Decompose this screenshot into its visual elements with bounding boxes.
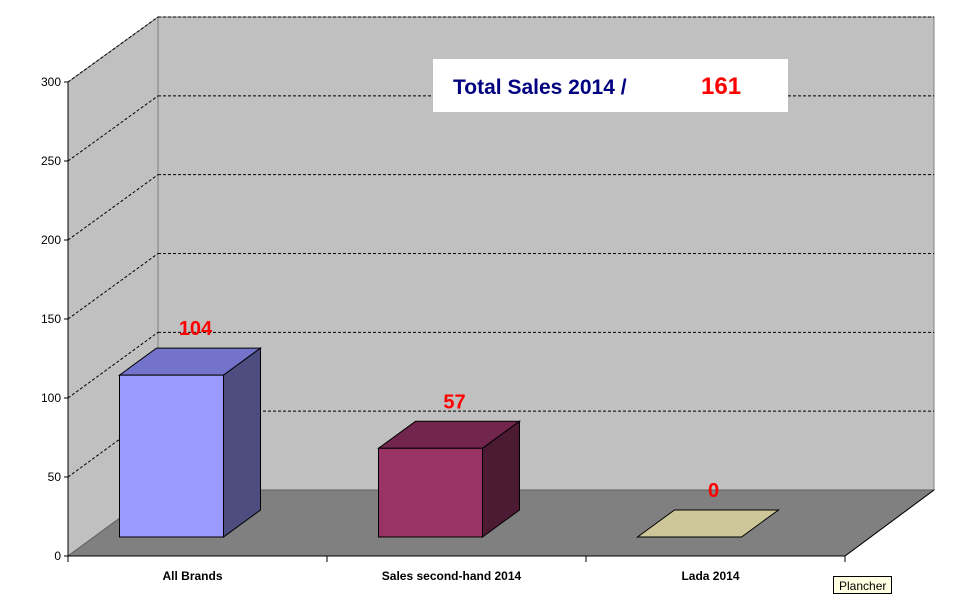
tooltip: Plancher bbox=[833, 576, 893, 594]
gridline-side bbox=[67, 174, 159, 241]
y-tick-label: 200 bbox=[41, 233, 61, 247]
chart-title-value: 161 bbox=[701, 73, 741, 100]
y-tick-label: 50 bbox=[48, 470, 62, 484]
y-tick-label: 150 bbox=[41, 312, 61, 326]
bar-side bbox=[223, 347, 261, 538]
x-category-label: All Brands bbox=[162, 569, 222, 583]
y-tick-label: 0 bbox=[54, 549, 61, 563]
floor-edge bbox=[844, 489, 935, 557]
gridline-side bbox=[67, 331, 159, 399]
bar bbox=[117, 347, 263, 538]
gridline-side bbox=[67, 16, 159, 83]
x-category-label: Lada 2014 bbox=[681, 569, 739, 583]
gridline-side bbox=[67, 95, 159, 162]
x-ticks: All Brands Sales second-hand 2014 Lada 201… bbox=[67, 556, 846, 583]
chart-title-box: Total Sales 2014 / 161 bbox=[433, 59, 788, 112]
chart-title: Total Sales 2014 / bbox=[453, 76, 627, 99]
bar bbox=[376, 420, 522, 538]
y-tick-label: 300 bbox=[41, 75, 61, 89]
y-ticks: 0 50 100 150 200 250 300 bbox=[41, 75, 68, 563]
bar bbox=[635, 509, 781, 538]
y-tick-label: 250 bbox=[41, 154, 61, 168]
bar-value-label: 104 bbox=[179, 318, 213, 340]
y-tick-label: 100 bbox=[41, 391, 61, 405]
bar-flat bbox=[635, 509, 781, 538]
x-category-label: Sales second-hand 2014 bbox=[382, 569, 522, 583]
bar-value-label: 0 bbox=[708, 480, 719, 502]
chart-title-background bbox=[433, 59, 788, 112]
bar-front bbox=[378, 447, 483, 538]
bars bbox=[117, 347, 781, 538]
data-labels: 104 57 0 bbox=[179, 318, 719, 502]
bar-value-label: 57 bbox=[443, 391, 465, 413]
gridlines bbox=[67, 16, 934, 478]
gridline-side bbox=[67, 253, 159, 320]
bar-front bbox=[119, 374, 224, 538]
